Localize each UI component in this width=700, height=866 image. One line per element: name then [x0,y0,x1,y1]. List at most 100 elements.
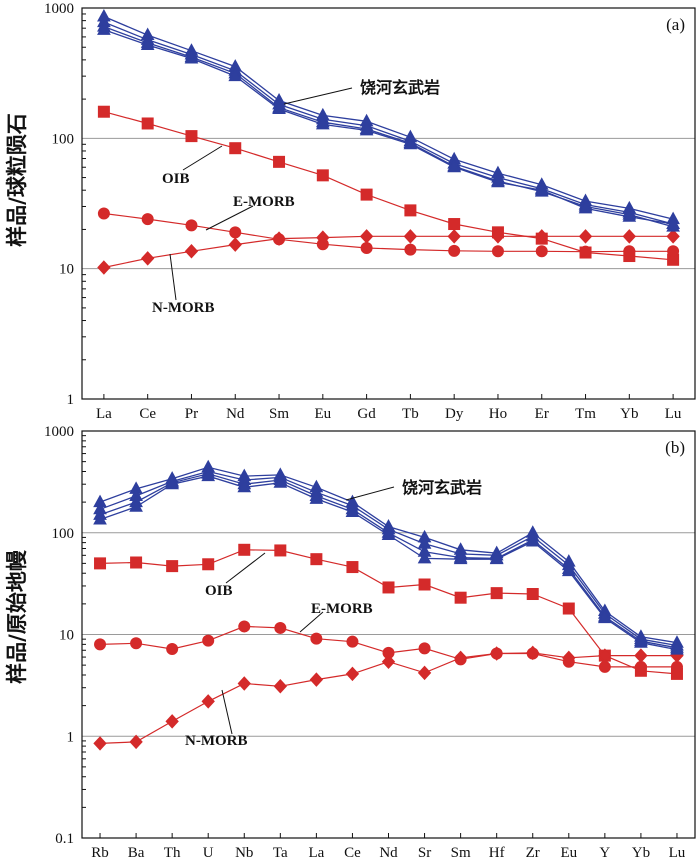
x-tick-label: Y [599,845,610,861]
x-tick-label: Lu [669,845,686,861]
data-point [666,216,680,230]
data-point [165,714,179,729]
data-point [579,245,592,258]
data-point [272,101,286,114]
data-point [360,188,373,201]
data-point [447,159,462,173]
data-point [185,219,198,232]
x-tick-label: Nd [379,845,398,861]
data-point [381,654,396,669]
panel-label: (b) [665,438,685,457]
data-point [382,581,395,594]
series-饶河玄武岩-1 [97,8,680,225]
data-point [622,209,637,222]
data-point [360,242,373,255]
data-point [309,491,324,504]
data-point [238,543,251,556]
data-point [453,650,468,666]
data-point [202,634,215,647]
annotation-label: 饶河玄武岩 [360,78,440,97]
x-tick-label: Sr [418,845,431,861]
x-tick-label: Pr [185,406,198,422]
series-饶河玄武岩-3 [93,466,684,653]
series-line [99,475,678,651]
data-point [229,142,242,155]
data-point [166,643,179,656]
plot-frame [81,430,696,839]
x-tick-label: Tb [402,406,419,422]
data-point [97,260,111,275]
data-point [315,116,330,130]
x-tick-label: Zr [526,845,540,861]
x-tick-label: Gd [357,406,376,422]
data-point [670,642,684,655]
data-point [623,245,636,258]
x-tick-label: Tm [575,406,596,422]
y-axis-label: 样品/原始地幔 [5,549,29,684]
y-tick-label: 1 [67,729,75,745]
data-point [201,694,215,709]
data-point [666,229,680,244]
series-饶河玄武岩-2 [97,14,680,230]
y-tick-label: 100 [52,526,75,542]
annotation-leader [299,611,324,633]
data-point [345,666,360,682]
data-point [622,229,637,244]
data-point [634,635,648,648]
data-point [346,561,359,574]
series-line [103,111,674,261]
data-point [417,665,432,681]
annotation-label: OIB [205,583,233,599]
panel-label: (a) [666,15,685,34]
series-line [99,470,678,647]
data-point [670,660,683,673]
series-line [103,25,674,228]
annotation-leader [283,87,353,105]
x-tick-label: Yb [620,406,638,422]
data-point [141,213,154,226]
y-tick-label: 100 [52,131,75,147]
data-point [165,476,179,490]
data-point [97,22,111,35]
y-tick-label: 1000 [44,1,74,17]
annotation-label: E-MORB [311,601,373,617]
data-point [94,638,107,651]
data-point [491,245,504,258]
data-point [93,511,107,525]
y-tick-label: 10 [59,262,74,278]
data-point [562,650,576,666]
x-tick-label: Ta [273,845,288,861]
data-point [418,642,431,655]
x-tick-label: Hf [489,845,505,861]
data-point [417,550,432,564]
series-饶河玄武岩-4 [97,22,680,230]
data-point [201,468,216,482]
data-point [316,230,330,245]
series-line [99,466,678,644]
x-tick-label: Ba [128,845,145,861]
data-point [97,207,110,220]
series-line [103,212,674,253]
data-point [535,229,549,244]
data-point [184,244,199,259]
data-point [228,68,243,82]
x-tick-label: Dy [445,406,464,422]
data-point [310,632,323,645]
data-point [447,229,461,244]
data-point [598,660,611,673]
data-point [238,620,251,633]
data-point [534,182,549,196]
annotation-label: OIB [162,171,190,187]
data-point [598,648,612,663]
data-point [578,229,593,244]
annotation-label: 饶河玄武岩 [402,478,482,497]
series-E-MORB [97,207,680,258]
data-point [130,556,143,569]
data-point [454,591,467,604]
annotation-leader [169,253,177,301]
x-tick-label: Sm [451,845,471,861]
data-point [272,231,286,246]
data-point [489,646,504,661]
annotation-leader [345,486,395,501]
